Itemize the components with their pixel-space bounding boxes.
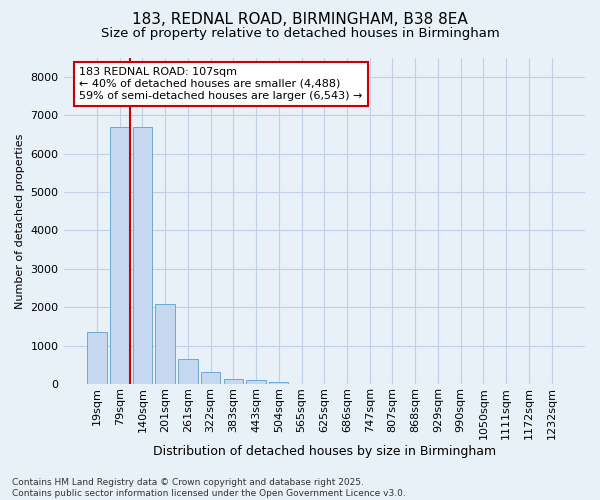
Bar — [110, 128, 130, 384]
Text: 183 REDNAL ROAD: 107sqm
← 40% of detached houses are smaller (4,488)
59% of semi: 183 REDNAL ROAD: 107sqm ← 40% of detache… — [79, 68, 362, 100]
Bar — [269, 382, 289, 384]
Y-axis label: Number of detached properties: Number of detached properties — [15, 133, 25, 308]
Text: 183, REDNAL ROAD, BIRMINGHAM, B38 8EA: 183, REDNAL ROAD, BIRMINGHAM, B38 8EA — [132, 12, 468, 28]
X-axis label: Distribution of detached houses by size in Birmingham: Distribution of detached houses by size … — [153, 444, 496, 458]
Text: Contains HM Land Registry data © Crown copyright and database right 2025.
Contai: Contains HM Land Registry data © Crown c… — [12, 478, 406, 498]
Bar — [201, 372, 220, 384]
Text: Size of property relative to detached houses in Birmingham: Size of property relative to detached ho… — [101, 28, 499, 40]
Bar — [133, 128, 152, 384]
Bar — [87, 332, 107, 384]
Bar — [247, 380, 266, 384]
Bar — [178, 359, 197, 384]
Bar — [155, 304, 175, 384]
Bar — [224, 379, 243, 384]
